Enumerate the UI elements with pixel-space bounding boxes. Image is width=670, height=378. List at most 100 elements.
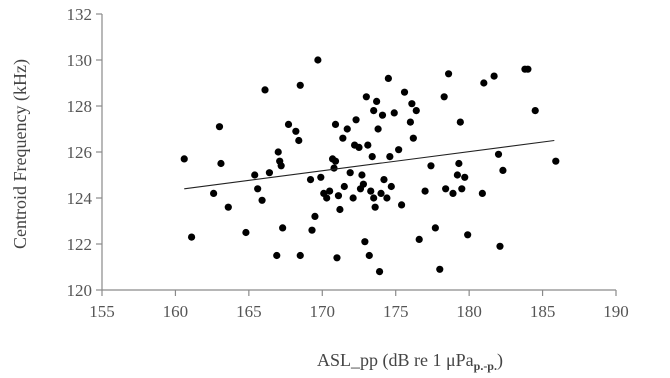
data-point [346,169,354,177]
data-point [352,116,360,124]
data-point [499,166,507,174]
data-point [349,194,357,202]
data-point [343,125,351,133]
data-point [373,97,381,105]
trend-line [184,139,555,190]
data-point [306,176,315,184]
data-point [494,150,503,158]
y-tick-label: 122 [67,235,93,254]
y-tick-label: 128 [67,97,93,116]
x-axis-title-subscript: p.-p. [474,359,497,373]
data-point [261,86,269,94]
data-point [464,231,472,239]
x-tick-label: 190 [603,302,629,321]
data-point [258,196,266,204]
data-point [409,134,417,142]
y-tick-label: 124 [67,189,93,208]
data-point [370,107,378,115]
data-points [180,56,560,276]
data-point [242,228,250,237]
data-point [440,93,448,101]
x-tick-label: 180 [456,302,482,321]
y-tick-label: 132 [67,5,93,24]
data-point [552,157,560,165]
data-point [458,185,466,193]
data-point [456,118,464,126]
data-point [365,251,373,260]
data-point [397,201,406,209]
data-point [370,194,378,202]
axes [101,14,616,291]
x-tick-label: 185 [530,302,556,321]
data-point [436,265,444,273]
data-point [339,134,347,142]
data-point [331,120,340,128]
data-point [461,173,469,181]
data-point [292,127,300,135]
data-point [524,65,532,73]
data-point [277,162,285,170]
x-tick-label: 155 [89,302,115,321]
data-point [383,194,391,202]
y-tick-label: 126 [67,143,93,162]
data-point [210,189,218,197]
data-point [336,205,344,214]
data-point [311,212,319,220]
data-point [358,171,366,179]
data-point [296,81,304,89]
data-point [377,189,385,197]
data-point [284,120,293,128]
data-point [380,176,388,184]
data-point [371,203,379,211]
data-point [455,159,463,168]
y-axis-title: Centroid Frequency (kHz) [10,59,31,249]
data-point [323,194,331,202]
data-point [295,136,303,145]
data-point [400,88,409,96]
data-point [444,70,453,78]
data-point [374,125,382,133]
data-point [387,182,395,191]
data-point [361,238,369,246]
data-point [364,141,372,149]
data-point [427,162,435,170]
data-point [412,107,420,115]
data-point [265,169,274,177]
x-axis-title-close: ) [497,350,503,371]
y-tick-label: 120 [67,281,93,300]
x-tick-label: 160 [163,302,189,321]
data-point [308,226,316,234]
data-point [331,157,340,165]
data-point [480,79,488,87]
x-tick-label: 175 [383,302,409,321]
x-axis-ticks: 155 160 165 170 175 180 185 190 [89,290,629,321]
data-point [368,153,376,161]
data-point [453,171,461,179]
data-point [296,251,304,260]
data-point [490,72,498,80]
data-point [317,173,325,181]
data-point [273,251,281,260]
data-point [330,164,338,172]
y-axis-ticks: 120 122 124 126 128 130 132 [67,5,102,300]
data-point [431,224,439,232]
data-point [217,159,225,168]
data-point [251,171,259,179]
data-point [362,93,370,101]
data-point [386,153,394,161]
data-point [254,185,262,193]
x-tick-label: 165 [236,302,262,321]
data-point [274,148,282,156]
data-point [340,182,348,191]
data-point [359,180,368,188]
data-point [334,192,343,200]
data-point [531,107,539,115]
data-point [496,242,504,250]
data-point [215,123,224,131]
data-point [384,74,392,82]
data-point [355,143,363,151]
data-point [187,233,196,241]
data-point [406,118,414,126]
data-point [449,189,457,197]
